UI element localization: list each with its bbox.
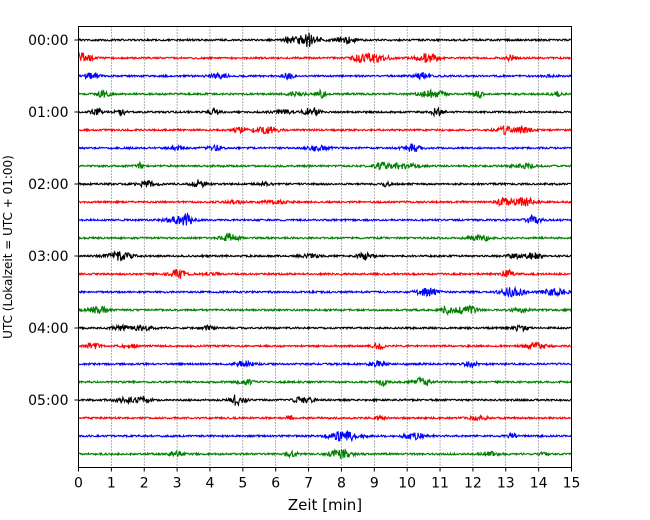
trace-5 [77, 106, 573, 118]
x-tick-label: 15 [563, 476, 581, 492]
trace-7 [78, 143, 572, 153]
trace-2 [78, 51, 572, 64]
trace-11 [78, 211, 572, 226]
x-tick-label: 7 [304, 476, 313, 492]
x-tick-label: 8 [337, 476, 346, 492]
x-tick-label: 1 [107, 476, 116, 492]
x-tick-label: 10 [398, 476, 416, 492]
trace-20 [78, 375, 572, 388]
x-tick-label: 6 [271, 476, 280, 492]
x-tick-label: 11 [431, 476, 449, 492]
trace-19 [78, 359, 572, 369]
trace-14 [78, 268, 572, 279]
y-tick-label: 03:00 [28, 249, 68, 265]
x-tick-label: 4 [206, 476, 215, 492]
x-axis-ticks: 0 1 2 3 4 5 6 7 8 9 10 11 12 13 14 15 [74, 467, 581, 492]
y-tick-label: 04:00 [28, 321, 68, 337]
trace-23 [78, 429, 572, 443]
trace-4 [78, 88, 572, 99]
x-tick-label: 5 [238, 476, 247, 492]
y-tick-label: 05:00 [28, 393, 68, 409]
x-tick-label: 0 [74, 476, 83, 492]
x-axis-label: Zeit [min] [288, 496, 362, 514]
traces [77, 32, 573, 460]
trace-17 [78, 323, 573, 333]
x-tick-label: 13 [497, 476, 515, 492]
y-tick-label: 00:00 [28, 33, 68, 49]
trace-15 [78, 285, 572, 299]
trace-10 [78, 196, 572, 208]
trace-22 [78, 414, 572, 422]
trace-18 [78, 341, 572, 351]
y-axis-ticks: 00:00 01:00 02:00 03:00 04:00 05:00 [28, 33, 79, 409]
trace-21 [77, 394, 572, 407]
trace-8 [78, 160, 572, 171]
trace-1 [78, 32, 572, 48]
trace-12 [78, 232, 572, 243]
x-tick-label: 3 [173, 476, 182, 492]
trace-24 [78, 448, 572, 460]
trace-13 [78, 250, 572, 262]
trace-3 [78, 71, 572, 81]
plot-frame [78, 26, 572, 468]
y-tick-label: 01:00 [28, 105, 68, 121]
trace-9 [78, 179, 572, 189]
x-tick-label: 2 [140, 476, 149, 492]
y-axis-label: UTC (Lokalzeit = UTC + 01:00) [1, 155, 15, 339]
x-tick-label: 12 [464, 476, 482, 492]
x-tick-label: 14 [530, 476, 548, 492]
trace-16 [78, 304, 573, 316]
x-tick-label: 9 [370, 476, 379, 492]
y-tick-label: 02:00 [28, 177, 68, 193]
trace-6 [78, 125, 572, 135]
